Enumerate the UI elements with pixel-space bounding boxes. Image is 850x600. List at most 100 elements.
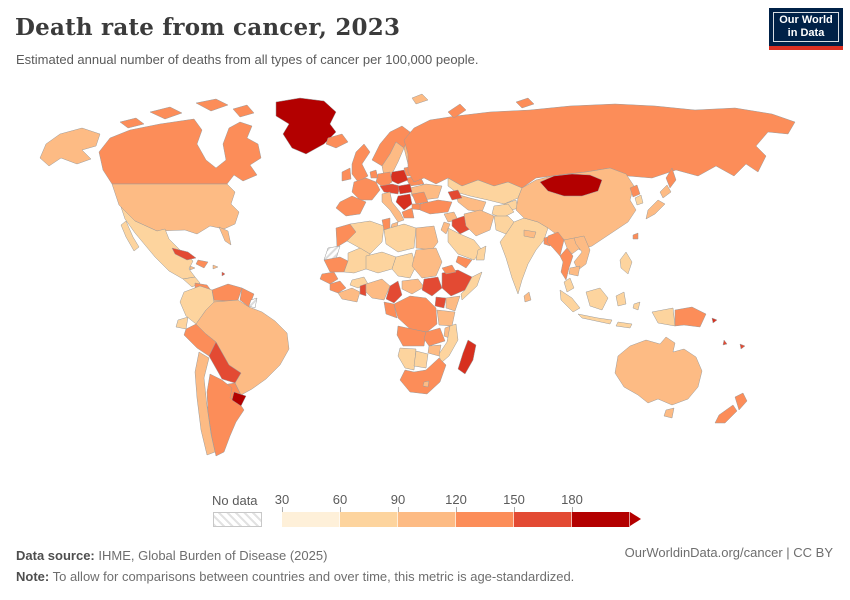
- region-france[interactable]: [351, 177, 381, 201]
- region-north-korea[interactable]: [629, 184, 641, 198]
- region-gabon-congo[interactable]: [383, 301, 398, 319]
- region-ireland[interactable]: [341, 167, 352, 182]
- region-sulawesi[interactable]: [615, 291, 627, 307]
- region-sakhalin[interactable]: [665, 167, 677, 189]
- region-malaysia[interactable]: [563, 277, 575, 293]
- region-caucasus[interactable]: [447, 189, 463, 201]
- region-alaska[interactable]: [39, 127, 101, 167]
- region-turkey[interactable]: [419, 199, 453, 215]
- region-libya[interactable]: [383, 223, 417, 253]
- region-papua-new-guinea[interactable]: [674, 306, 707, 328]
- region-philippines[interactable]: [619, 251, 633, 275]
- region-taiwan[interactable]: [632, 232, 639, 240]
- region-mozambique[interactable]: [438, 323, 459, 364]
- region-uruguay[interactable]: [231, 391, 247, 407]
- region-benelux[interactable]: [369, 169, 379, 179]
- region-borneo[interactable]: [585, 287, 609, 311]
- region-cuba[interactable]: [171, 247, 197, 261]
- region-svalbard[interactable]: [411, 93, 429, 105]
- region-canada-arctic-1[interactable]: [149, 106, 183, 120]
- region-mali[interactable]: [343, 247, 371, 274]
- region-hispaniola[interactable]: [195, 259, 209, 269]
- region-south-africa[interactable]: [399, 357, 447, 395]
- region-greenland[interactable]: [275, 97, 337, 155]
- region-namibia[interactable]: [397, 347, 417, 371]
- region-canada[interactable]: [98, 118, 262, 185]
- region-algeria[interactable]: [346, 220, 385, 255]
- footer-attribution-link[interactable]: OurWorldinData.org/cancer | CC BY: [624, 545, 833, 560]
- region-siberian-islands[interactable]: [515, 97, 535, 109]
- region-uganda[interactable]: [434, 296, 447, 309]
- region-tanzania[interactable]: [436, 309, 456, 327]
- legend-bin-120-150[interactable]: [456, 512, 514, 527]
- region-solomon-islands[interactable]: [711, 317, 718, 324]
- region-iran[interactable]: [463, 209, 495, 237]
- region-lesotho[interactable]: [422, 380, 430, 388]
- region-vanuatu[interactable]: [722, 339, 728, 346]
- region-canada-arctic-2[interactable]: [195, 98, 229, 112]
- region-ivory-ghana[interactable]: [337, 287, 361, 303]
- region-novaya-zemlya[interactable]: [447, 103, 467, 119]
- region-puerto-rico[interactable]: [212, 264, 219, 270]
- region-mexico[interactable]: [120, 206, 196, 280]
- region-new-zealand-north[interactable]: [734, 392, 748, 411]
- region-angola[interactable]: [396, 325, 427, 347]
- region-sudan[interactable]: [411, 247, 443, 279]
- world-choropleth-map[interactable]: [0, 88, 850, 498]
- region-iceland[interactable]: [325, 133, 349, 149]
- region-levant[interactable]: [440, 221, 451, 235]
- region-hungary-slovakia[interactable]: [397, 183, 413, 195]
- region-nigeria[interactable]: [365, 278, 391, 301]
- legend-bin-180plus[interactable]: [572, 512, 630, 527]
- region-japan-north[interactable]: [659, 184, 672, 199]
- owid-logo[interactable]: Our World in Data: [769, 8, 843, 50]
- region-eritrea[interactable]: [441, 264, 457, 275]
- region-west-papua[interactable]: [651, 307, 676, 327]
- legend-bin-60-90[interactable]: [340, 512, 398, 527]
- region-balkans[interactable]: [395, 193, 413, 211]
- region-cambodia[interactable]: [568, 265, 581, 277]
- region-fiji[interactable]: [739, 343, 746, 350]
- region-tasmania[interactable]: [663, 407, 675, 419]
- legend-bin-150-180[interactable]: [514, 512, 572, 527]
- region-baja[interactable]: [120, 220, 140, 252]
- region-chile[interactable]: [194, 351, 216, 456]
- region-japan-main[interactable]: [645, 199, 666, 220]
- region-somalia[interactable]: [460, 271, 483, 301]
- region-south-sudan[interactable]: [421, 276, 443, 297]
- region-lesser-sunda[interactable]: [615, 321, 633, 329]
- region-sri-lanka[interactable]: [523, 291, 532, 303]
- region-ecuador[interactable]: [175, 316, 189, 330]
- legend-no-data-swatch[interactable]: [213, 512, 262, 527]
- region-egypt[interactable]: [415, 225, 439, 251]
- region-french-guiana[interactable]: [248, 297, 258, 309]
- region-canada-arctic-3[interactable]: [232, 104, 255, 118]
- region-mongolia[interactable]: [539, 173, 603, 197]
- region-lesser-antilles[interactable]: [221, 271, 226, 277]
- legend-bin-30-60[interactable]: [282, 512, 340, 527]
- region-drc[interactable]: [393, 295, 438, 333]
- region-afghanistan[interactable]: [491, 203, 515, 219]
- region-canada-arctic-4[interactable]: [119, 117, 145, 129]
- region-chad[interactable]: [391, 252, 417, 279]
- region-australia[interactable]: [614, 336, 703, 406]
- region-yemen[interactable]: [455, 255, 473, 269]
- region-south-korea[interactable]: [634, 194, 644, 206]
- region-cameroon[interactable]: [385, 280, 403, 304]
- region-jamaica[interactable]: [189, 265, 196, 271]
- region-uk[interactable]: [351, 143, 371, 183]
- region-central-african-republic[interactable]: [401, 278, 425, 295]
- region-greece[interactable]: [401, 207, 415, 219]
- region-oman[interactable]: [475, 245, 487, 261]
- legend-bin-90-120[interactable]: [398, 512, 456, 527]
- region-venezuela[interactable]: [211, 283, 243, 302]
- region-botswana[interactable]: [413, 350, 429, 369]
- region-madagascar[interactable]: [457, 339, 477, 375]
- region-nepal[interactable]: [523, 229, 537, 239]
- region-guinea[interactable]: [329, 280, 347, 294]
- region-senegal[interactable]: [319, 271, 339, 285]
- region-india[interactable]: [499, 217, 549, 295]
- region-niger[interactable]: [365, 251, 397, 274]
- region-sumatra[interactable]: [559, 289, 581, 313]
- region-moluccas[interactable]: [632, 301, 641, 311]
